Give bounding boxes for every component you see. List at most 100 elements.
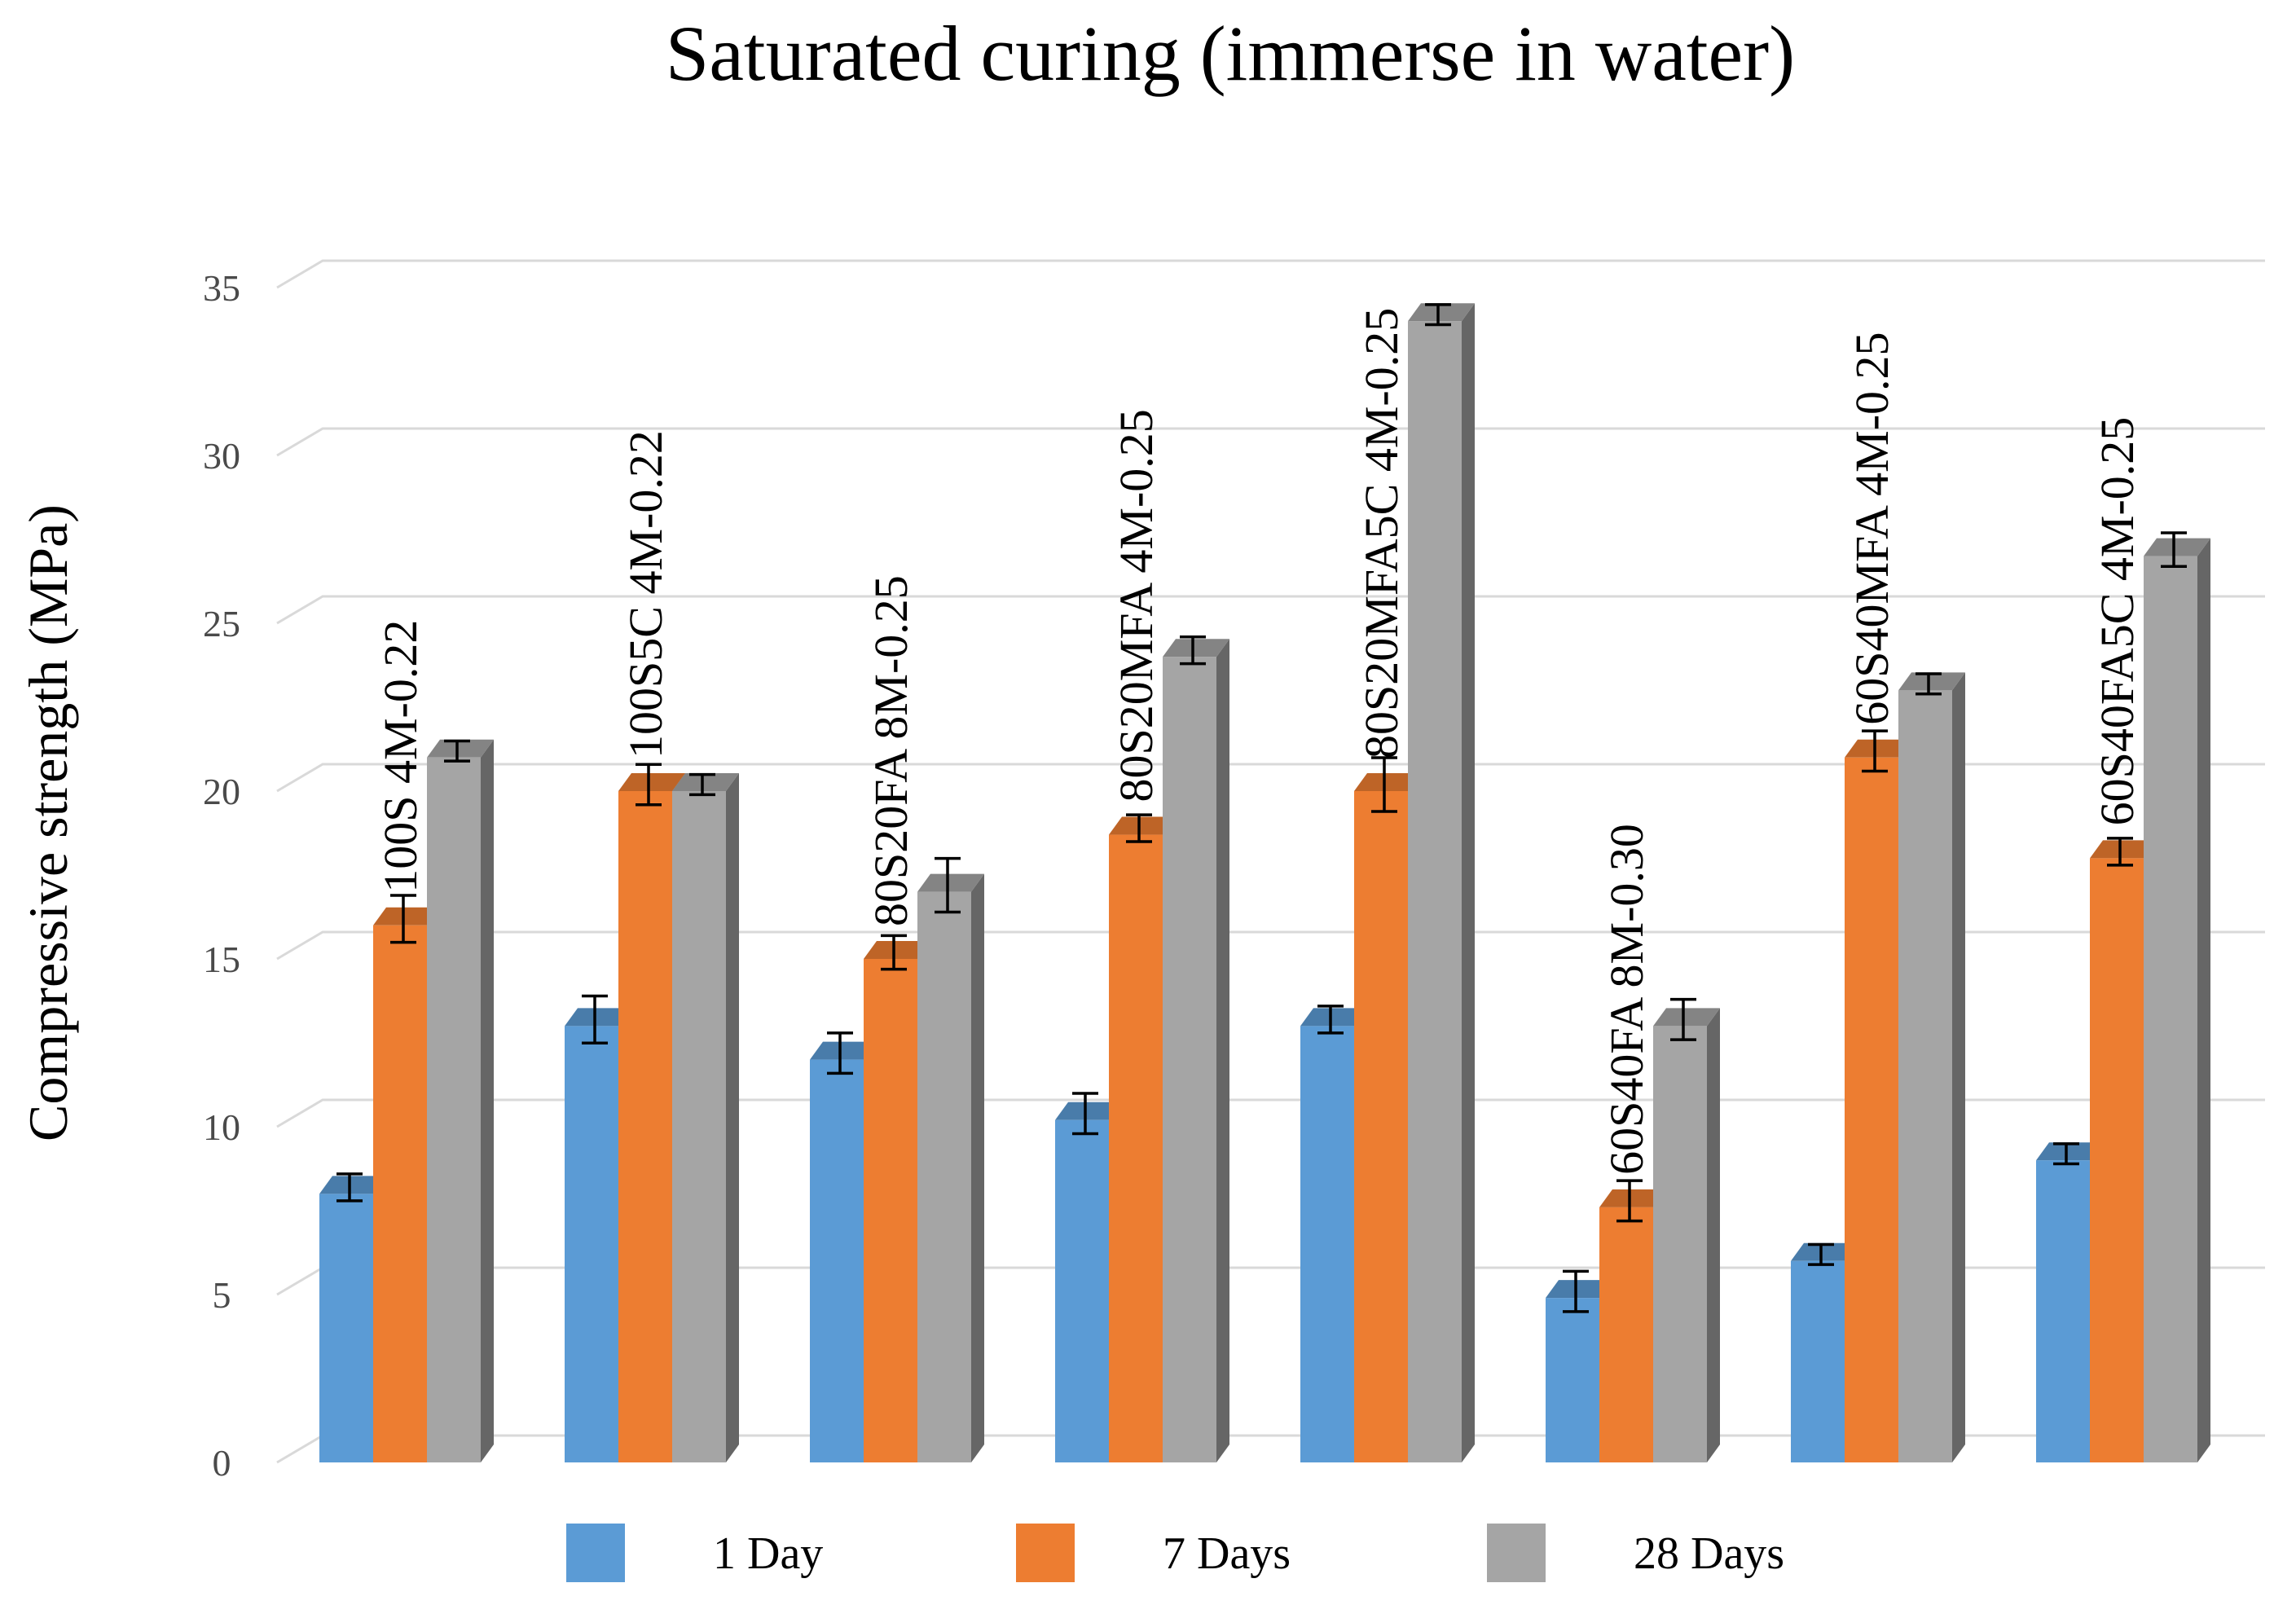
bar — [1653, 997, 1720, 1462]
bar-side — [481, 739, 494, 1462]
legend-swatch — [1487, 1524, 1546, 1582]
legend: 1 Day 7 Days 28 Days — [566, 1524, 1784, 1582]
bar-top — [2090, 840, 2157, 859]
error-bar — [2107, 837, 2133, 867]
y-tick-label: 30 — [203, 435, 240, 477]
bar-top — [672, 773, 739, 791]
bar-front — [1055, 1119, 1109, 1462]
bar-top — [1599, 1189, 1666, 1207]
bar-front — [2036, 1160, 2090, 1462]
error-bar — [1808, 1242, 1834, 1266]
bar-top — [2144, 538, 2210, 556]
bar-side — [1462, 303, 1475, 1463]
legend-item: 1 Day — [566, 1524, 823, 1582]
bar — [672, 772, 739, 1462]
bar-top — [1354, 773, 1421, 791]
y-axis-ticks: 0 5 10 15 20 25 30 35 — [203, 267, 240, 1484]
legend-item: 7 Days — [1016, 1524, 1291, 1582]
bar-top — [1653, 1008, 1720, 1027]
error-bar — [1126, 813, 1152, 843]
y-tick-label: 5 — [213, 1274, 231, 1316]
bar-front — [672, 791, 726, 1462]
bar-front — [917, 891, 971, 1462]
bar-front — [1546, 1298, 1599, 1462]
bar-front — [1300, 1026, 1354, 1462]
bar-side — [1216, 639, 1229, 1462]
error-bar — [1317, 1005, 1344, 1035]
bar-top — [1845, 739, 1911, 758]
category-label: 80S20MFA 4M-0.25 — [1110, 409, 1163, 802]
bar-top — [2036, 1142, 2103, 1161]
bar-top — [1055, 1102, 1122, 1120]
error-bar — [1670, 997, 1696, 1041]
gridlines — [276, 259, 2265, 1464]
bar — [1163, 635, 1229, 1462]
bar-top — [917, 873, 984, 892]
bar-front — [1845, 757, 1898, 1462]
bar-front — [864, 959, 917, 1462]
bar-front — [618, 791, 672, 1462]
error-bar — [1072, 1092, 1098, 1136]
y-tick-label: 35 — [203, 267, 240, 309]
bar-front — [373, 925, 427, 1462]
bar — [1898, 672, 1965, 1462]
error-bar — [1916, 672, 1942, 696]
bar-top — [373, 907, 440, 926]
gridline — [276, 930, 2265, 961]
bar-top — [864, 941, 930, 959]
error-bar — [1616, 1179, 1643, 1223]
error-bar — [2161, 531, 2187, 568]
bar — [427, 739, 494, 1462]
bars — [319, 303, 2210, 1463]
bar-top — [1109, 816, 1176, 835]
bar-top — [1898, 672, 1965, 691]
error-bar — [1563, 1269, 1589, 1313]
category-labels: 100S 4M-0.22 100S5C 4M-0.22 80S20FA 8M-0.2… — [374, 308, 2144, 1175]
error-bar — [336, 1172, 363, 1203]
bar-front — [1163, 657, 1216, 1462]
legend-label: 1 Day — [713, 1528, 823, 1579]
bar-top — [427, 739, 494, 758]
bar-front — [1653, 1026, 1707, 1462]
error-bar — [935, 856, 961, 914]
error-bar — [827, 1031, 853, 1075]
error-bar — [390, 894, 416, 944]
bar-side — [1952, 672, 1965, 1462]
bar-front — [319, 1194, 373, 1462]
gridline — [276, 595, 2265, 625]
category-label: 60S40FA 8M-0.30 — [1600, 824, 1653, 1175]
bar-front — [1791, 1260, 1845, 1462]
error-bar — [881, 934, 907, 971]
bar-top — [319, 1176, 386, 1194]
bar-front — [1599, 1207, 1653, 1462]
y-tick-label: 15 — [203, 939, 240, 980]
bar-front — [427, 757, 481, 1462]
legend-swatch — [1016, 1524, 1075, 1582]
legend-label: 28 Days — [1634, 1528, 1784, 1579]
bar-top — [1300, 1008, 1367, 1027]
bar-top — [1791, 1242, 1858, 1261]
bar-top — [1408, 303, 1475, 322]
category-label: 60S40MFA 4M-0.25 — [1845, 332, 1898, 724]
bar-side — [971, 873, 984, 1462]
error-bar — [444, 739, 470, 763]
y-tick-label: 25 — [203, 603, 240, 644]
error-bar — [636, 763, 662, 807]
bar-top — [618, 773, 685, 791]
bar-side — [2197, 538, 2210, 1462]
bar — [917, 856, 984, 1462]
error-bar — [1425, 303, 1451, 327]
category-label: 80S20MFA5C 4M-0.25 — [1355, 308, 1408, 759]
bar-front — [1408, 321, 1462, 1463]
bar-side — [726, 773, 739, 1462]
bar-top — [565, 1008, 631, 1027]
error-bar — [1371, 756, 1397, 813]
bar-front — [1354, 791, 1408, 1462]
legend-item: 28 Days — [1487, 1524, 1784, 1582]
bar — [1408, 303, 1475, 1463]
bar-front — [1109, 834, 1163, 1462]
bar-top — [1546, 1280, 1612, 1299]
bar-top — [810, 1041, 877, 1060]
chart-title: Saturated curing (immerse in water) — [666, 10, 1795, 97]
